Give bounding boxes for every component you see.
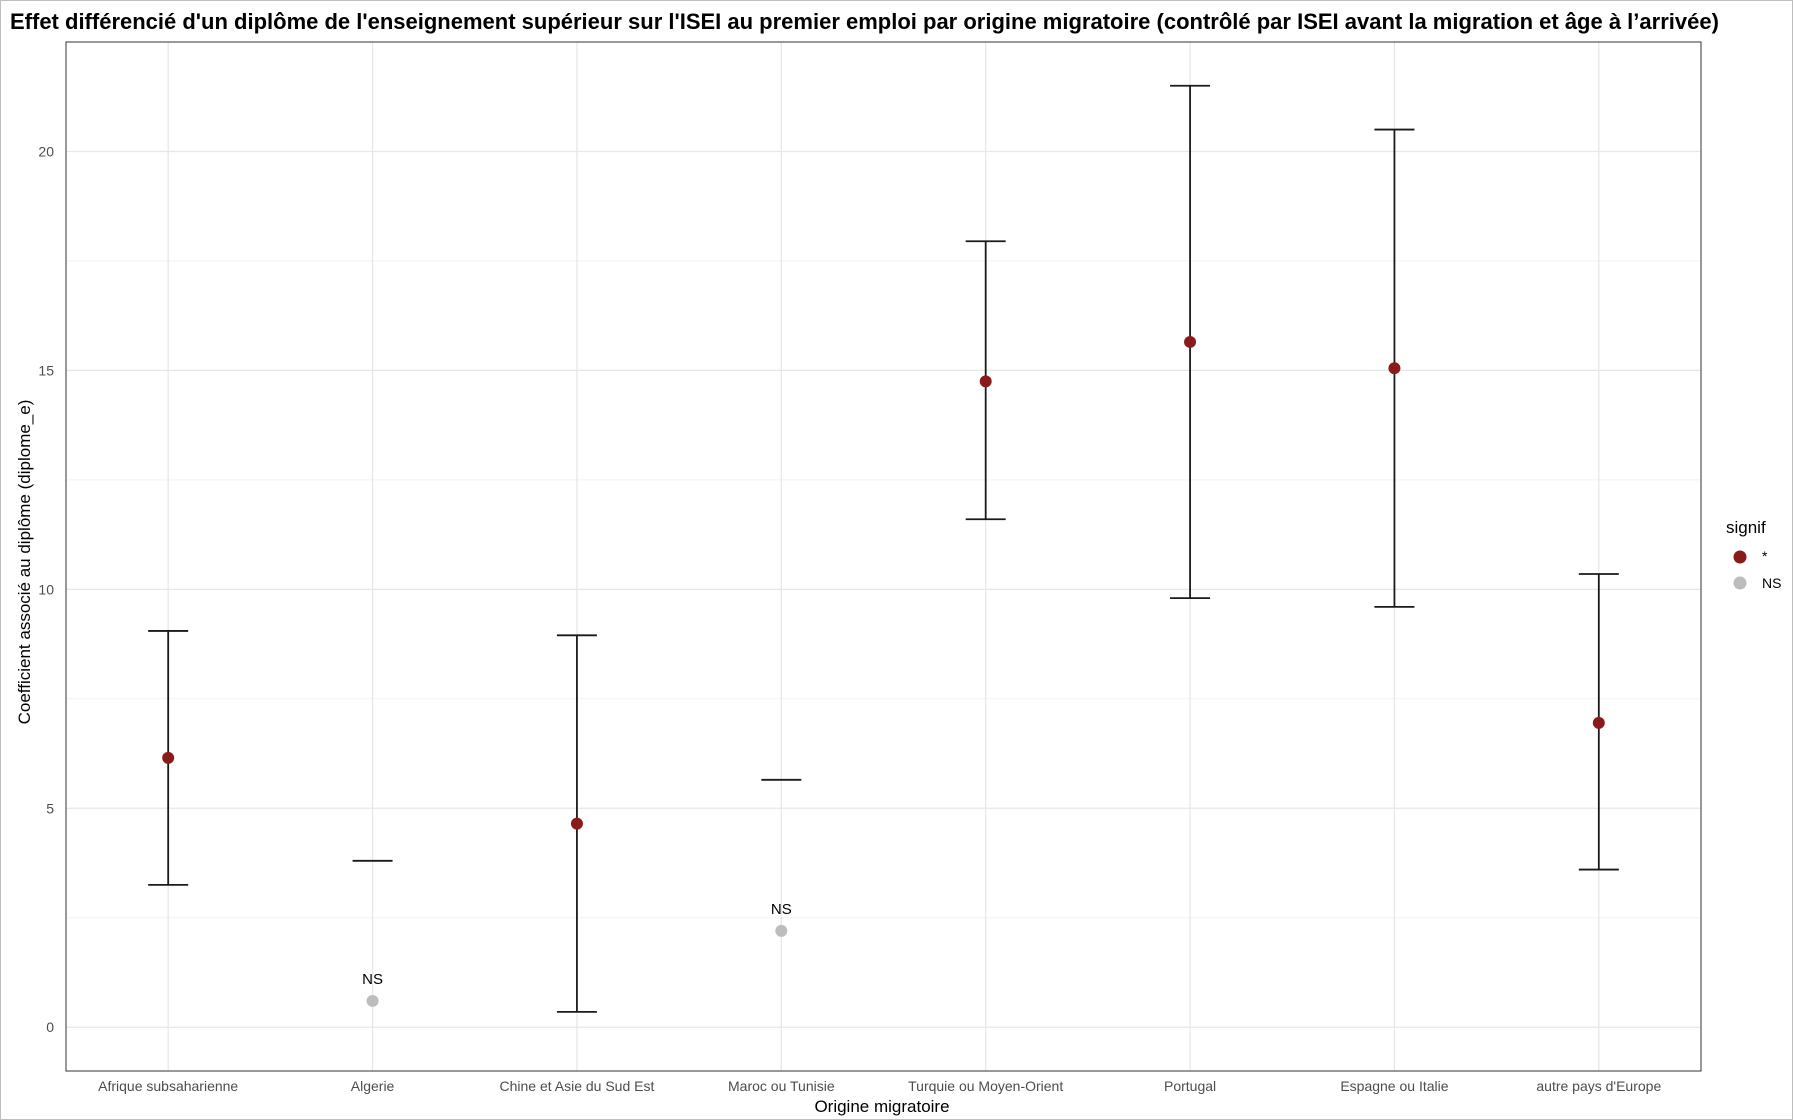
point-label: NS [362, 971, 383, 988]
x-tick-label: Portugal [1164, 1078, 1216, 1094]
data-point [162, 751, 175, 764]
y-tick-label: 15 [38, 362, 54, 378]
data-point [1184, 335, 1197, 348]
data-point [979, 375, 992, 388]
x-axis-ticks: Afrique subsaharienne Algerie Chine et Asi… [98, 1078, 1661, 1094]
chart-title: Effet différencié d'un diplôme de l'ense… [10, 9, 1719, 34]
legend: signif * NS [1726, 518, 1781, 591]
y-tick-label: 5 [46, 800, 54, 816]
data-point [775, 924, 788, 937]
grid-lines [66, 42, 1701, 1071]
y-tick-label: 10 [38, 581, 54, 597]
legend-title: signif [1726, 518, 1766, 537]
data-point [1388, 362, 1401, 375]
x-tick-label: Afrique subsaharienne [98, 1078, 238, 1094]
x-tick-label: Maroc ou Tunisie [728, 1078, 835, 1094]
legend-label-ns: NS [1762, 575, 1781, 591]
point-labels: NS NS [362, 901, 792, 988]
x-tick-label: autre pays d'Europe [1536, 1078, 1661, 1094]
plot-panel [65, 41, 1702, 1072]
data-point [570, 817, 583, 830]
x-tick-label: Espagne ou Italie [1340, 1078, 1448, 1094]
legend-label-significant: * [1762, 548, 1768, 564]
x-axis-title: Origine migratoire [814, 1097, 949, 1116]
x-tick-label: Turquie ou Moyen-Orient [908, 1078, 1063, 1094]
data-point [366, 994, 379, 1007]
y-tick-label: 0 [46, 1019, 54, 1035]
legend-key-ns [1733, 576, 1747, 590]
data-points [162, 335, 1605, 1007]
x-tick-label: Algerie [351, 1078, 395, 1094]
x-tick-label: Chine et Asie du Sud Est [500, 1078, 655, 1094]
y-axis-title: Coefficient associé au diplôme (diplome_… [15, 400, 34, 725]
data-point [1592, 716, 1605, 729]
point-label: NS [771, 901, 792, 918]
y-axis-ticks: 0 5 10 15 20 [38, 143, 54, 1035]
y-tick-label: 20 [38, 143, 54, 159]
legend-key-significant [1733, 550, 1747, 564]
error-bars [148, 84, 1619, 1013]
